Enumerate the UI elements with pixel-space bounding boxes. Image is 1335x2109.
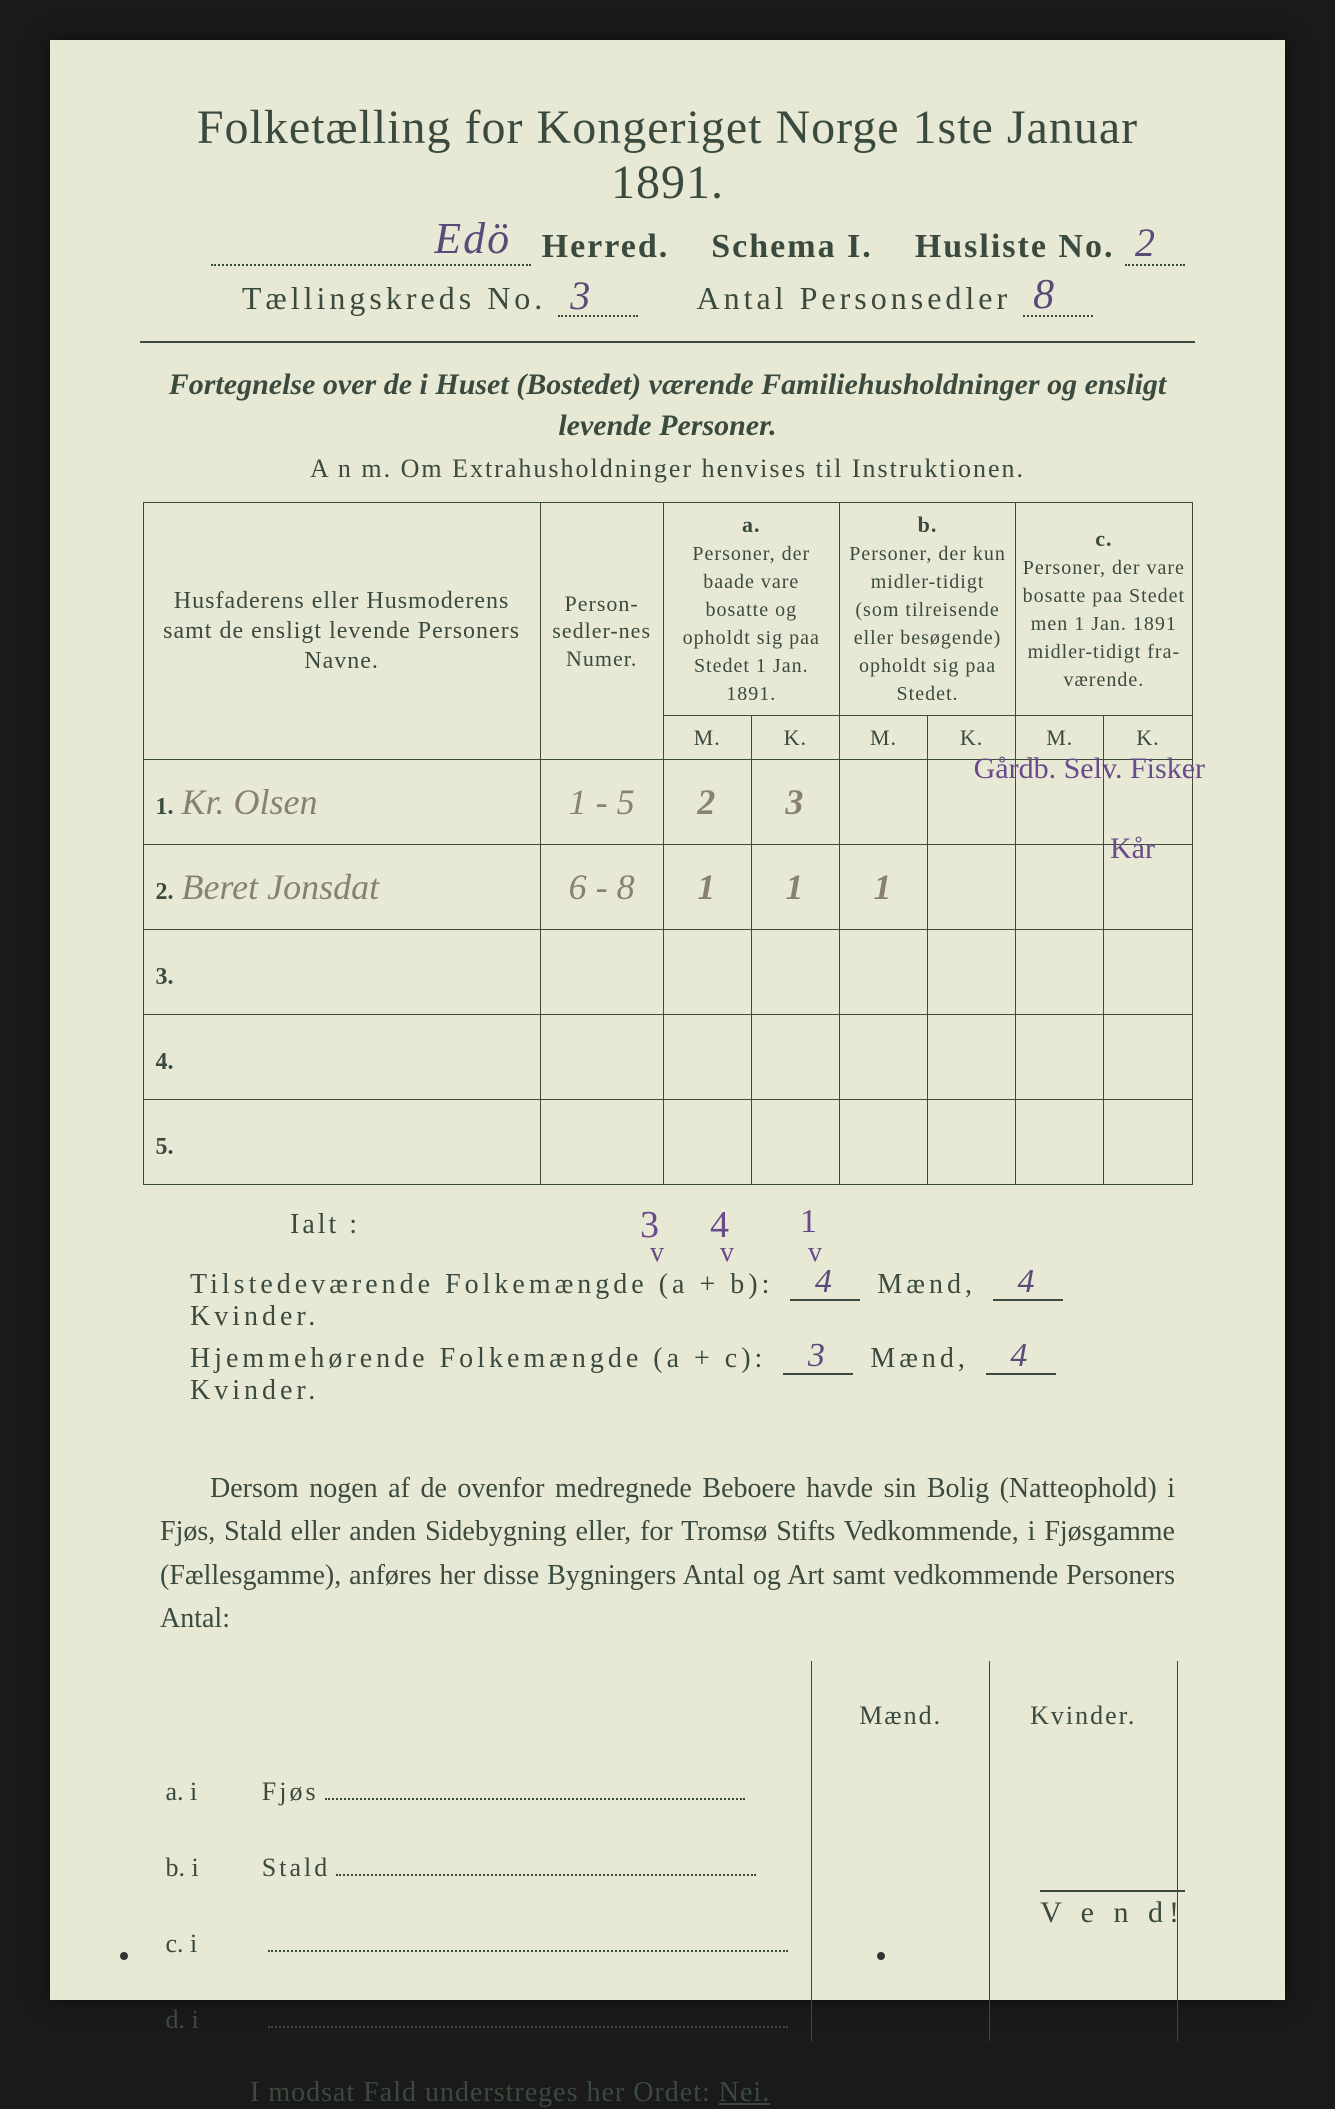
lower-table: Mænd. Kvinder. a. iFjøsb. iStaldc. id. i xyxy=(158,1661,1178,2041)
table-wrapper: Husfaderens eller Husmoderens samt de en… xyxy=(140,502,1195,1185)
th-names: Husfaderens eller Husmoderens samt de en… xyxy=(143,503,540,760)
lower-row: d. i xyxy=(158,1965,1178,2041)
margin-note-2: Kår xyxy=(1110,832,1155,865)
table-row: 4. xyxy=(143,1015,1192,1100)
th-numer: Person-sedler-nes Numer. xyxy=(540,503,663,760)
anm-note: A n m. Om Extrahusholdninger henvises ti… xyxy=(140,454,1195,484)
kreds-value: 3 xyxy=(570,272,594,319)
nei-line: I modsat Fald understreges her Ordet: Ne… xyxy=(250,2077,1195,2109)
document-page: Folketælling for Kongeriget Norge 1ste J… xyxy=(50,40,1285,2000)
divider xyxy=(140,341,1195,343)
table-row: 5. xyxy=(143,1100,1192,1185)
nei-word: Nei. xyxy=(719,2077,770,2108)
th-a-k: K. xyxy=(751,715,839,760)
husliste-label: Husliste No. xyxy=(915,228,1115,265)
persed-value: 8 xyxy=(1033,271,1058,319)
herred-value: Edö xyxy=(434,213,511,264)
margin-note-1: Gårdb. Selv. Fisker xyxy=(974,752,1205,785)
register-mark xyxy=(877,1952,885,1960)
sum-present: Tilstedeværende Folkemængde (a + b): 4 M… xyxy=(190,1269,1195,1333)
header-line-1: Edö Herred. Schema I. Husliste No. 2 xyxy=(140,228,1195,266)
subtitle: Fortegnelse over de i Huset (Bostedet) v… xyxy=(140,365,1195,446)
schema-label: Schema I. xyxy=(711,228,873,265)
instruction-paragraph: Dersom nogen af de ovenfor medregnede Be… xyxy=(160,1467,1175,1641)
persed-label: Antal Personsedler xyxy=(697,280,1012,316)
name-cell: Beret Jonsdat xyxy=(182,867,380,907)
table-row: 3. xyxy=(143,930,1192,1015)
lower-row: a. iFjøs xyxy=(158,1737,1178,1813)
th-b: b. Personer, der kun midler-tidigt (som … xyxy=(839,503,1015,716)
table-row: 2. Beret Jonsdat6 - 8111 xyxy=(143,845,1192,930)
name-cell: Kr. Olsen xyxy=(182,782,318,822)
husliste-value: 2 xyxy=(1135,219,1157,266)
ialt-label: Ialt : xyxy=(290,1209,1195,1241)
th-a-m: M. xyxy=(663,715,751,760)
header-line-2: Tællingskreds No. 3 Antal Personsedler 8 xyxy=(140,280,1195,317)
census-table: Husfaderens eller Husmoderens samt de en… xyxy=(143,502,1193,1185)
lower-head-m: Mænd. xyxy=(812,1661,990,1737)
kreds-label: Tællingskreds No. xyxy=(242,280,546,316)
ialt-b-m: 1 xyxy=(800,1203,817,1241)
page-title: Folketælling for Kongeriget Norge 1ste J… xyxy=(140,100,1195,210)
th-c: c. Personer, der vare bosatte paa Stedet… xyxy=(1016,503,1192,716)
th-a: a. Personer, der baade vare bosatte og o… xyxy=(663,503,839,716)
lower-row: b. iStald xyxy=(158,1813,1178,1889)
herred-label: Herred. xyxy=(542,228,670,265)
sum-belonging: Hjemmehørende Folkemængde (a + c): 3 Mæn… xyxy=(190,1343,1195,1407)
lower-head-k: Kvinder. xyxy=(989,1661,1177,1737)
lower-row: c. i xyxy=(158,1889,1178,1965)
register-mark xyxy=(120,1952,128,1960)
th-b-m: M. xyxy=(839,715,927,760)
vend-label: V e n d! xyxy=(1040,1890,1185,1930)
